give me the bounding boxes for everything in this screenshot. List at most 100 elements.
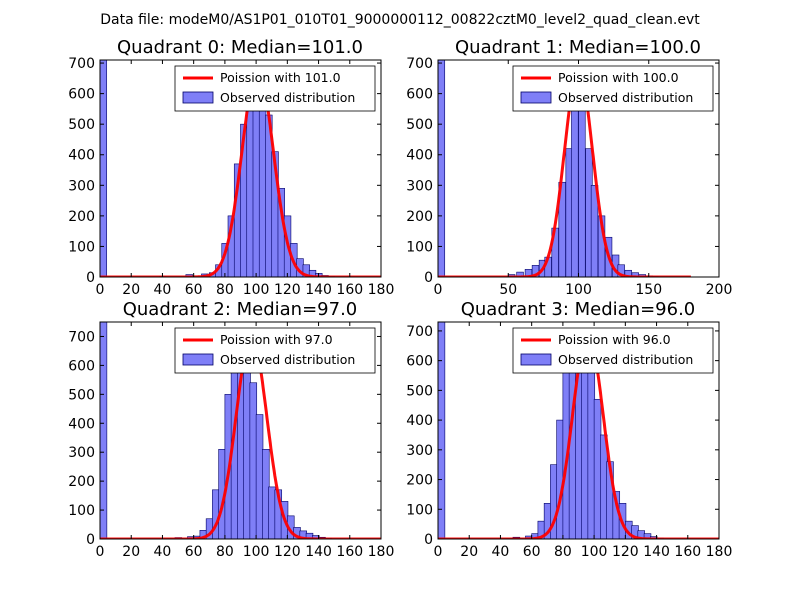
quadrant-2-title: Quadrant 2: Median=97.0	[123, 299, 358, 320]
y-tick-label: 600	[68, 358, 95, 374]
histogram-bar	[249, 382, 258, 539]
y-tick-label: 500	[68, 117, 95, 133]
legend: Poission with 101.0 Observed distribution	[174, 65, 376, 112]
x-tick-label: 20	[122, 544, 140, 560]
x-tick-label: 50	[499, 282, 517, 298]
legend-bar-swatch	[520, 353, 552, 366]
y-tick-label: 600	[406, 87, 433, 103]
x-tick-label: 120	[612, 544, 639, 560]
y-tick-label: 200	[68, 209, 95, 225]
x-tick-label: 60	[185, 282, 203, 298]
axes-frame	[437, 321, 720, 540]
histogram-bar	[600, 434, 608, 539]
y-tick-label: 0	[86, 532, 95, 548]
x-tick-label: 140	[305, 544, 332, 560]
quadrant-1-title: Quadrant 1: Median=100.0	[455, 37, 701, 58]
y-tick-label: 700	[406, 324, 433, 340]
legend-box	[174, 65, 376, 112]
x-tick-label: 60	[185, 544, 203, 560]
legend-line-label: Poission with 100.0	[558, 70, 679, 85]
histogram-bar	[581, 354, 589, 539]
quadrant-0-plot: Quadrant 0: Median=101.0 0 20 40 60 80 100 120…	[68, 37, 394, 298]
legend: Poission with 100.0 Observed distribution	[512, 65, 714, 112]
y-tick-label: 200	[406, 473, 433, 489]
x-tick-label: 40	[154, 282, 172, 298]
x-tick-label: 180	[368, 282, 395, 298]
histogram-bar	[571, 99, 579, 277]
x-tick-label: 80	[216, 544, 234, 560]
legend-bar-swatch	[182, 91, 214, 104]
y-tick-label: 300	[406, 178, 433, 194]
histogram-bar	[258, 93, 267, 277]
x-tick-label: 80	[216, 282, 234, 298]
axes-frame	[99, 321, 382, 540]
x-tick-label: 100	[243, 544, 270, 560]
y-tick-label: 200	[406, 209, 433, 225]
x-tick-label: 20	[460, 544, 478, 560]
histogram-bar	[262, 449, 270, 539]
legend-line-label: Poission with 101.0	[220, 70, 341, 85]
histogram-bar	[587, 372, 596, 539]
x-tick-label: 140	[643, 544, 670, 560]
x-tick-label: 120	[274, 544, 301, 560]
legend-bar-swatch	[182, 353, 214, 366]
y-tick-label: 0	[424, 532, 433, 548]
y-tick-label: 100	[68, 503, 95, 519]
y-tick-label: 200	[68, 474, 95, 490]
quadrant-1-plot: Quadrant 1: Median=100.0 0 50 100 150 200 0 10…	[406, 37, 732, 298]
histogram-bar	[438, 60, 446, 277]
poisson-curve	[100, 67, 381, 277]
y-tick-label: 700	[406, 56, 433, 72]
quadrant-3-plot: Quadrant 3: Median=96.0 0 20 40 60 80 100 120 1…	[406, 299, 732, 560]
poisson-curve	[438, 67, 691, 277]
x-tick-label: 120	[274, 282, 301, 298]
legend-line-label: Poission with 97.0	[220, 332, 333, 347]
y-tick-label: 400	[68, 148, 95, 164]
y-tick-label: 300	[68, 445, 95, 461]
legend-box	[512, 327, 714, 374]
x-tick-label: 40	[492, 544, 510, 560]
legend-box	[174, 327, 376, 374]
x-tick-label: 180	[368, 544, 395, 560]
y-tick-label: 400	[406, 148, 433, 164]
legend-bar-label: Observed distribution	[220, 352, 355, 367]
x-tick-label: 20	[122, 282, 140, 298]
axes-frame	[99, 59, 382, 278]
x-tick-label: 100	[565, 282, 592, 298]
histogram-bar	[268, 486, 276, 539]
x-tick-label: 100	[243, 282, 270, 298]
y-tick-label: 500	[406, 383, 433, 399]
legend: Poission with 97.0 Observed distribution	[174, 327, 376, 374]
y-tick-label: 0	[86, 270, 95, 286]
legend: Poission with 96.0 Observed distribution	[512, 327, 714, 374]
x-tick-label: 200	[706, 282, 733, 298]
legend-line-label: Poission with 96.0	[558, 332, 671, 347]
y-tick-label: 400	[406, 413, 433, 429]
quadrant-0-title: Quadrant 0: Median=101.0	[117, 37, 363, 58]
x-tick-label: 80	[554, 544, 572, 560]
histogram-bar	[516, 271, 524, 277]
y-tick-label: 300	[406, 443, 433, 459]
y-tick-label: 400	[68, 416, 95, 432]
x-tick-label: 180	[706, 544, 733, 560]
legend-box	[512, 65, 714, 112]
x-tick-label: 0	[96, 282, 105, 298]
x-tick-label: 150	[635, 282, 662, 298]
x-tick-label: 160	[336, 282, 363, 298]
histogram-bar	[255, 414, 264, 539]
legend-bar-label: Observed distribution	[558, 352, 693, 367]
x-tick-label: 60	[523, 544, 541, 560]
y-tick-label: 600	[406, 354, 433, 370]
y-tick-label: 500	[68, 387, 95, 403]
y-tick-label: 500	[406, 117, 433, 133]
quadrant-2-plot: Quadrant 2: Median=97.0 0 20 40 60 80 100 120 1…	[68, 299, 394, 560]
y-tick-label: 700	[68, 329, 95, 345]
histogram-bar	[593, 398, 602, 539]
legend-bar-label: Observed distribution	[558, 90, 693, 105]
x-tick-label: 0	[96, 544, 105, 560]
legend-bar-label: Observed distribution	[220, 90, 355, 105]
quadrant-3-title: Quadrant 3: Median=96.0	[461, 299, 696, 320]
histogram-bar	[438, 322, 446, 539]
x-tick-label: 0	[434, 544, 443, 560]
y-tick-label: 100	[406, 502, 433, 518]
